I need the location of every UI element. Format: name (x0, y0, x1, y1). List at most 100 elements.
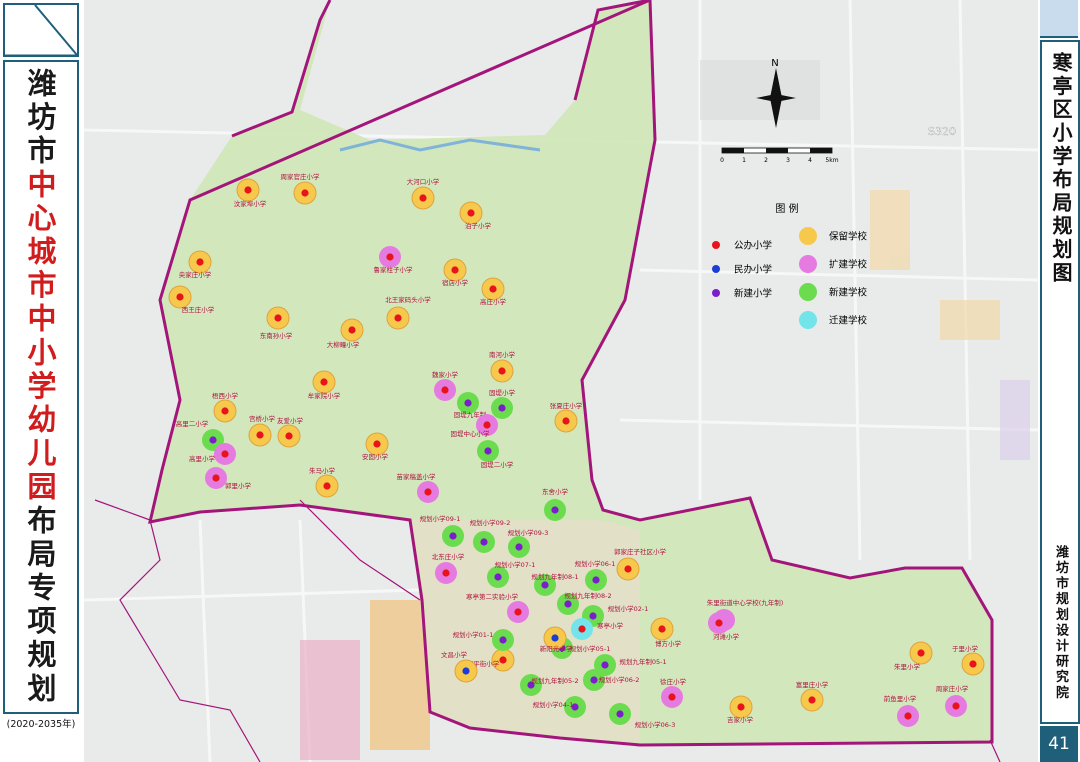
school-label: 北王家码头小学 (385, 295, 431, 304)
school-type-dot (209, 436, 217, 444)
legend-status-label: 迁建学校 (829, 315, 868, 327)
school-label: 东舍小学 (542, 487, 569, 496)
school-type-dot (274, 314, 282, 322)
school-type-dot (462, 667, 470, 675)
legend-kind-label: 新建小学 (734, 288, 772, 300)
school-type-dot (498, 404, 506, 412)
legend-status-swatch (799, 227, 817, 245)
school-label: 大柳疃小学 (327, 340, 360, 349)
school-type-dot (952, 702, 960, 710)
school-label: 规划九年制05-1 (619, 657, 666, 666)
legend-status-swatch (799, 255, 817, 273)
school-label: 于里小学 (952, 644, 979, 653)
school-label: 北东庄小学 (432, 552, 465, 561)
river (339, 138, 541, 152)
school-type-dot (917, 649, 925, 657)
school-label: 张夏庄小学 (550, 401, 583, 410)
school-label: 规划小学06-1 (575, 559, 616, 568)
school-label: 南河小学 (489, 350, 516, 359)
school-label: 规划九年制08-1 (531, 572, 578, 581)
school-type-dot (551, 634, 559, 642)
school-label: 博方小学 (655, 639, 682, 648)
school-label: 朱里小学 (894, 662, 921, 671)
school-type-dot (514, 608, 522, 616)
school-label: 宫桥小学 (249, 414, 276, 423)
scale-label: 0 (720, 157, 724, 164)
scale-label: 2 (764, 157, 768, 164)
title-part: 中心城市中小学幼儿园 (23, 168, 57, 505)
school-type-dot (348, 326, 356, 334)
school-type-dot (467, 209, 475, 217)
school-label: 规划九年制05-2 (531, 676, 578, 685)
school-label: 郭家庄子社区小学 (614, 547, 667, 556)
school-label: 徐庄小学 (660, 677, 687, 686)
school-label: 鲁家柱子小学 (374, 265, 414, 274)
school-type-dot (527, 681, 535, 689)
school-type-dot (562, 417, 570, 425)
school-label: 安固小学 (362, 452, 389, 461)
school-type-dot (480, 538, 488, 546)
legend-kind-label: 民办小学 (734, 264, 772, 276)
page-number: 41 (1040, 726, 1078, 762)
school-label: 文昌小学 (441, 650, 468, 659)
school-type-dot (601, 661, 609, 669)
school-type-dot (464, 399, 472, 407)
school-label: 前鱼里小学 (884, 694, 917, 703)
school-type-dot (244, 186, 252, 194)
school-type-dot (624, 565, 632, 573)
school-type-dot (256, 431, 264, 439)
school-type-dot (424, 488, 432, 496)
school-label: 规划小学04-1 (533, 700, 574, 709)
south-region (412, 520, 640, 745)
scale-label: 1 (742, 157, 746, 164)
school-type-dot (301, 189, 309, 197)
right-panel: 寒亭区小学布局规划图 潍坊市规划设计研究院 41 (1038, 0, 1080, 762)
north-region (150, 0, 992, 745)
school-label: 央家庄小学 (179, 270, 212, 279)
school-label: 规划小学06-2 (599, 675, 640, 684)
legend-status-label: 新建学校 (829, 287, 868, 299)
school-type-dot (419, 194, 427, 202)
school-label: 规划小学09-1 (420, 514, 461, 523)
school-label: 固堤小学 (489, 388, 516, 397)
school-type-dot (658, 625, 666, 633)
school-label: 大河口小学 (407, 177, 440, 186)
school-type-dot (494, 573, 502, 581)
school-type-dot (616, 710, 624, 718)
sidebar-title: 潍坊市中心城市中小学幼儿园布局专项规划 (12, 68, 68, 706)
school-label: 固堤二小学 (481, 460, 514, 469)
school-label: 友爱小学 (277, 416, 304, 425)
school-type-dot (489, 285, 497, 293)
school-label: 牟家院小学 (308, 391, 341, 400)
school-label: 魏家小学 (432, 370, 459, 379)
school-type-dot (441, 386, 449, 394)
school-label: 规划小学06-3 (635, 720, 676, 729)
school-label: 规划小学09-3 (508, 528, 549, 537)
legend-status-swatch (799, 283, 817, 301)
school-type-dot (484, 447, 492, 455)
legend-status-swatch (799, 311, 817, 329)
school-type-dot (451, 266, 459, 274)
legend-kind-swatch (712, 265, 720, 273)
school-type-dot (564, 600, 572, 608)
school-label: 高里小学 (189, 454, 216, 463)
scale-label: 4 (808, 157, 812, 164)
title-part: 布局专项规划 (23, 504, 57, 707)
school-type-dot (499, 636, 507, 644)
legend-status-label: 扩建学校 (829, 259, 868, 271)
school-label: 规划小学09-2 (470, 518, 511, 527)
school-label: 周家官庄小学 (281, 172, 321, 181)
school-label: 郭里小学 (225, 481, 252, 490)
road-label: S320 (928, 125, 956, 138)
school-label: 寒亭第二实验小学 (466, 592, 519, 601)
school-type-dot (196, 258, 204, 266)
school-type-dot (571, 703, 579, 711)
school-type-dot (668, 693, 676, 701)
school-type-dot (320, 378, 328, 386)
built-blocks (300, 60, 1030, 760)
school-type-dot (483, 421, 491, 429)
legend-kind-label: 公办小学 (734, 240, 772, 252)
